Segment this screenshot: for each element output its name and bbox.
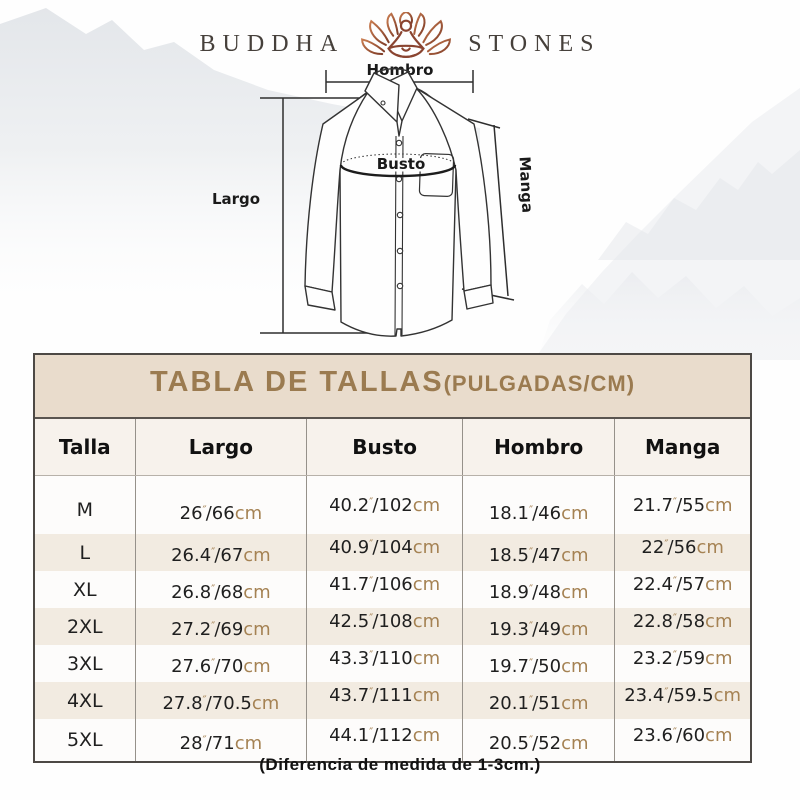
column-header-largo: Largo [134,419,307,476]
shirt-measurement-diagram: Hombro Largo Manga Busto [212,61,537,337]
bust-ellipse [339,153,457,178]
size-label: M [76,499,93,521]
brand-name-right: STONES [468,30,601,57]
size-chart-title-unit: (PULGADAS/CM) [443,371,636,396]
measurement-cell: 42.5″/108cm [306,608,463,645]
measurement-cell: 27.8″/70.5cm [134,682,307,719]
sleeve-dimension-label: Manga [516,156,537,213]
measurement-cell: 28″/71cm [134,719,307,761]
table-header-row: Talla Largo Busto Hombro Manga [35,419,750,476]
size-label: 2XL [66,615,103,638]
measurement-cell: 40.9″/104cm [306,534,463,571]
size-label: XL [72,578,97,601]
brand-logo: BUDDHA STONES [0,12,800,76]
table-row: 3XL 27.6″/70cm 43.3″/110cm 19.7″/50cm 23… [35,645,750,682]
size-table: Talla Largo Busto Hombro Manga M 26″/66c… [35,419,750,761]
measurement-cell: 22.8″/58cm [614,608,750,645]
shirt-placket-buttons [394,135,404,337]
measurement-cell: 43.3″/110cm [306,645,463,682]
measurement-cell: 22″/56cm [614,534,750,571]
measurement-cell: 18.5″/47cm [462,534,615,571]
size-label: 3XL [66,652,103,675]
size-chart: TABLA DE TALLAS (PULGADAS/CM) Talla Largo… [33,353,752,763]
measurement-tolerance-note: (Diferencia de medida de 1-3cm.) [259,755,541,774]
table-row: 2XL 27.2″/69cm 42.5″/108cm 19.3″/49cm 22… [35,608,750,645]
measurement-cell: 41.7″/106cm [306,571,463,608]
measurement-cell: 23.2″/59cm [614,645,750,682]
shoulder-dimension-label: Hombro [367,61,434,79]
size-chart-title-main: TABLA DE TALLAS [149,366,444,398]
measurement-cell: 44.1″/112cm [306,719,463,761]
column-header-talla: Talla [35,419,136,476]
measurement-cell: 21.7″/55cm [614,475,750,534]
size-chart-title: TABLA DE TALLAS (PULGADAS/CM) [35,355,750,419]
chest-dimension-label: Busto [377,155,426,173]
brand-name-left: BUDDHA [199,30,345,57]
table-row: 5XL 28″/71cm 44.1″/112cm 20.5″/52cm 23.6… [35,719,750,761]
measurement-cell: 27.6″/70cm [134,645,307,682]
measurement-cell: 20.5″/52cm [462,719,615,761]
measurement-cell: 20.1″/51cm [462,682,615,719]
measurement-cell: 27.2″/69cm [134,608,307,645]
lotus-meditation-icon [361,12,452,59]
column-header-busto: Busto [306,419,463,476]
measurement-cell: 23.4″/59.5cm [614,682,750,719]
measurement-cell: 26″/66cm [134,475,307,534]
measurement-cell: 19.3″/49cm [462,608,615,645]
shirt-outline [304,81,494,337]
measurement-cell: 40.2″/102cm [306,475,463,534]
table-row: L 26.4″/67cm 40.9″/104cm 18.5″/47cm 22″/… [35,534,750,571]
measurement-cell: 18.1″/46cm [462,475,615,534]
size-label: 4XL [66,689,103,712]
table-row: 4XL 27.8″/70.5cm 43.7″/111cm 20.1″/51cm … [35,682,750,719]
measurement-cell: 22.4″/57cm [614,571,750,608]
measurement-cell: 26.8″/68cm [134,571,307,608]
measurement-cell: 43.7″/111cm [306,682,463,719]
length-dimension-label: Largo [212,190,260,208]
table-row: XL 26.8″/68cm 41.7″/106cm 18.9″/48cm 22.… [35,571,750,608]
column-header-hombro: Hombro [462,419,615,476]
shirt-collar [364,68,418,137]
column-header-manga: Manga [614,419,750,476]
measurement-cell: 19.7″/50cm [462,645,615,682]
measurement-cell: 18.9″/48cm [462,571,615,608]
size-label: L [79,541,91,564]
measurement-cell: 23.6″/60cm [614,719,750,761]
measurement-cell: 26.4″/67cm [134,534,307,571]
table-row: M 26″/66cm 40.2″/102cm 18.1″/46cm 21.7″/… [35,475,750,534]
size-label: 5XL [66,729,103,751]
